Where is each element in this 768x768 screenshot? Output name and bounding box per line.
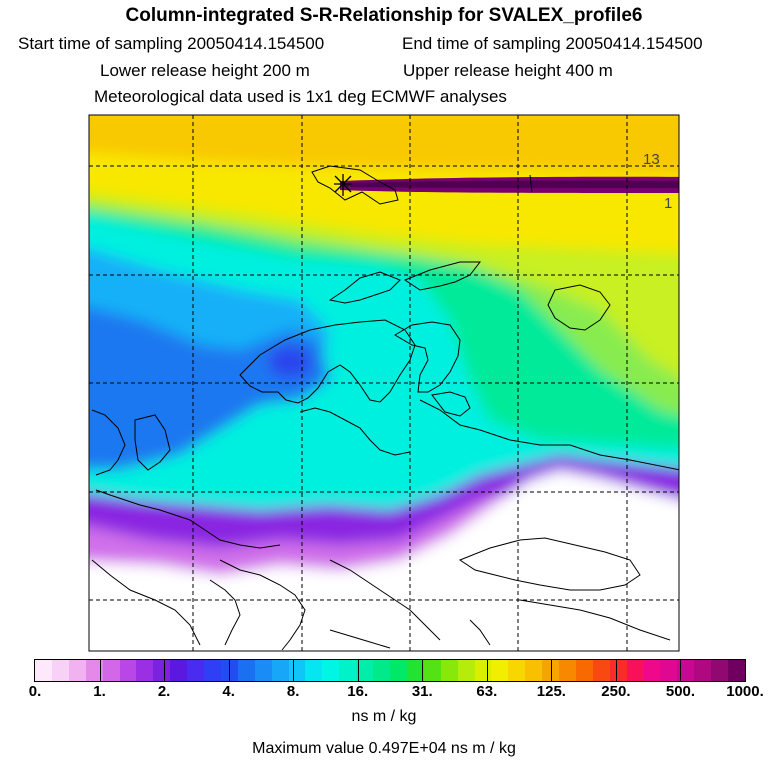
- colorbar-segment: [609, 660, 628, 681]
- colorbar-segment: [406, 660, 425, 681]
- start-sampling-label: Start time of sampling 20050414.154500: [18, 34, 325, 53]
- contour-label-1: 1: [664, 195, 672, 212]
- colorbar-tick-label: 0.: [28, 683, 42, 700]
- colorbar-tick-label: 63.: [476, 683, 498, 700]
- colorbar-segment: [339, 660, 357, 681]
- colorbar-segment: [220, 660, 239, 681]
- colorbar-tick-label: 2.: [157, 683, 171, 700]
- colorbar-tick-label: 125.: [536, 683, 566, 700]
- colorbar-segment: [525, 660, 543, 681]
- colorbar-divider: [228, 660, 230, 681]
- colorbar-divider: [164, 660, 166, 681]
- colorbar-segment: [660, 660, 678, 681]
- colorbar-segment: [592, 660, 611, 681]
- colorbar-segment: [204, 660, 222, 681]
- colorbar-segment: [508, 660, 526, 681]
- colorbar-segment: [119, 660, 138, 681]
- colorbar-segment: [711, 660, 729, 681]
- colorbar-segment: [356, 660, 374, 681]
- colorbar-tick-label: 31.: [411, 683, 433, 700]
- colorbar-divider: [615, 660, 617, 681]
- colorbar-tick-label: 250.: [601, 683, 631, 700]
- colorbar-segment: [373, 660, 391, 681]
- colorbar-tick-label: 8.: [286, 683, 300, 700]
- colorbar-segment: [440, 660, 459, 681]
- colorbar-segment: [626, 660, 645, 681]
- colorbar-segment: [575, 660, 594, 681]
- colorbar-tick-label: 4.: [222, 683, 235, 700]
- colorbar-tick-label: 500.: [665, 683, 696, 700]
- contour-label-13: 13: [643, 151, 660, 168]
- colorbar-divider: [357, 660, 359, 681]
- colorbar-divider: [551, 660, 553, 681]
- release-site-marker: [334, 174, 352, 196]
- colorbar-segment: [237, 660, 256, 681]
- colorbar-segment: [288, 660, 307, 681]
- colorbar-segment: [170, 660, 188, 681]
- colorbar-segment: [85, 660, 104, 681]
- colorbar-segment: [677, 660, 695, 681]
- colorbar-segment: [559, 660, 577, 681]
- colorbar-segment: [542, 660, 560, 681]
- colorbar-segment: [51, 660, 70, 681]
- colorbar-tick-label: 1.: [93, 683, 106, 700]
- lat-lon-grid: [89, 115, 679, 651]
- colorbar-tick-label: 1000.: [726, 683, 764, 700]
- colorbar-segment: [271, 660, 290, 681]
- maximum-value-label: Maximum value 0.497E+04 ns m / kg: [252, 740, 516, 757]
- end-sampling-label: End time of sampling 20050414.154500: [402, 34, 703, 53]
- colorbar-divider: [486, 660, 488, 681]
- colorbar-segment: [187, 660, 205, 681]
- colorbar-segment: [390, 660, 408, 681]
- colorbar-segment: [136, 660, 154, 681]
- upper-release-label: Upper release height 400 m: [403, 61, 613, 80]
- colorbar-divider: [680, 660, 682, 681]
- colorbar-segment: [35, 660, 53, 681]
- colorbar-segment: [68, 660, 87, 681]
- lower-release-label: Lower release height 200 m: [100, 61, 310, 80]
- colorbar-divider: [99, 660, 101, 681]
- coastlines: [91, 165, 679, 651]
- colorbar-segment: [694, 660, 712, 681]
- met-data-label: Meteorological data used is 1x1 deg ECMW…: [94, 87, 507, 106]
- colorbar-divider: [422, 660, 424, 681]
- colorbar-segment: [305, 660, 323, 681]
- colorbar-divider: [293, 660, 295, 681]
- colorbar-segment: [457, 660, 476, 681]
- map-frame: [88, 114, 680, 652]
- colorbar-segment: [491, 660, 509, 681]
- colorbar-segment: [254, 660, 273, 681]
- colorbar-segment: [102, 660, 121, 681]
- colorbar-segment: [423, 660, 442, 681]
- colorbar-tick-label: 16.: [347, 683, 369, 700]
- colorbar-segment: [728, 660, 746, 681]
- colorbar-segment: [322, 660, 340, 681]
- concentration-field: [89, 115, 679, 651]
- colorbar-segment: [643, 660, 662, 681]
- plot-title: Column-integrated S-R-Relationship for S…: [125, 5, 643, 26]
- colorbar-frame: [34, 659, 746, 682]
- colorbar-units: ns m / kg: [351, 708, 417, 725]
- colorbar-segment: [153, 660, 171, 681]
